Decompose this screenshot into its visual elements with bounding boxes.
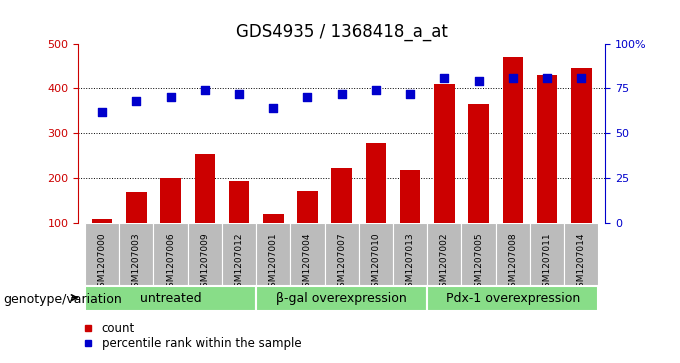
Title: GDS4935 / 1368418_a_at: GDS4935 / 1368418_a_at [236,23,447,41]
Point [337,91,347,97]
FancyBboxPatch shape [324,223,359,285]
Text: GSM1207011: GSM1207011 [543,233,551,293]
Bar [503,57,523,223]
Text: GSM1207002: GSM1207002 [440,233,449,293]
Point [199,87,210,93]
Bar [537,75,558,223]
FancyBboxPatch shape [85,223,119,285]
Bar [126,192,147,223]
Point [97,109,107,115]
FancyBboxPatch shape [564,223,598,285]
Bar [400,170,420,223]
Bar [263,214,284,223]
Text: GSM1207010: GSM1207010 [371,233,380,293]
FancyBboxPatch shape [427,223,462,285]
Bar [297,191,318,223]
FancyBboxPatch shape [359,223,393,285]
Point [473,78,484,84]
Text: GSM1207014: GSM1207014 [577,233,585,293]
FancyBboxPatch shape [256,223,290,285]
Point [541,75,552,81]
FancyBboxPatch shape [496,223,530,285]
FancyBboxPatch shape [530,223,564,285]
Text: GSM1207001: GSM1207001 [269,233,277,293]
Text: GSM1207013: GSM1207013 [406,233,415,293]
Text: β-gal overexpression: β-gal overexpression [276,292,407,305]
Point [507,75,518,81]
Text: untreated: untreated [140,292,201,305]
Point [234,91,245,97]
FancyBboxPatch shape [119,223,154,285]
Bar [228,180,250,223]
FancyBboxPatch shape [85,286,256,311]
Point [439,75,449,81]
Bar [92,219,112,223]
Bar [160,178,181,223]
Point [405,91,415,97]
Text: GSM1207005: GSM1207005 [474,233,483,293]
Bar [194,154,215,223]
Text: GSM1207012: GSM1207012 [235,233,243,293]
Text: GSM1207004: GSM1207004 [303,233,312,293]
Point [576,75,587,81]
Point [268,105,279,111]
Bar [469,104,489,223]
Legend: count, percentile rank within the sample: count, percentile rank within the sample [84,322,301,350]
Point [302,95,313,101]
FancyBboxPatch shape [188,223,222,285]
Text: GSM1207003: GSM1207003 [132,233,141,293]
Text: GSM1207008: GSM1207008 [509,233,517,293]
Point [165,95,176,101]
FancyBboxPatch shape [462,223,496,285]
FancyBboxPatch shape [154,223,188,285]
Bar [366,143,386,223]
Text: genotype/variation: genotype/variation [3,293,122,306]
Bar [434,84,455,223]
Text: Pdx-1 overexpression: Pdx-1 overexpression [445,292,580,305]
Bar [331,168,352,223]
Text: GSM1207009: GSM1207009 [201,233,209,293]
FancyBboxPatch shape [290,223,324,285]
Point [371,87,381,93]
Point [131,98,142,104]
Text: GSM1207000: GSM1207000 [98,233,107,293]
FancyBboxPatch shape [256,286,427,311]
FancyBboxPatch shape [222,223,256,285]
FancyBboxPatch shape [427,286,598,311]
Text: GSM1207007: GSM1207007 [337,233,346,293]
Text: GSM1207006: GSM1207006 [166,233,175,293]
Bar [571,68,592,223]
FancyBboxPatch shape [393,223,427,285]
